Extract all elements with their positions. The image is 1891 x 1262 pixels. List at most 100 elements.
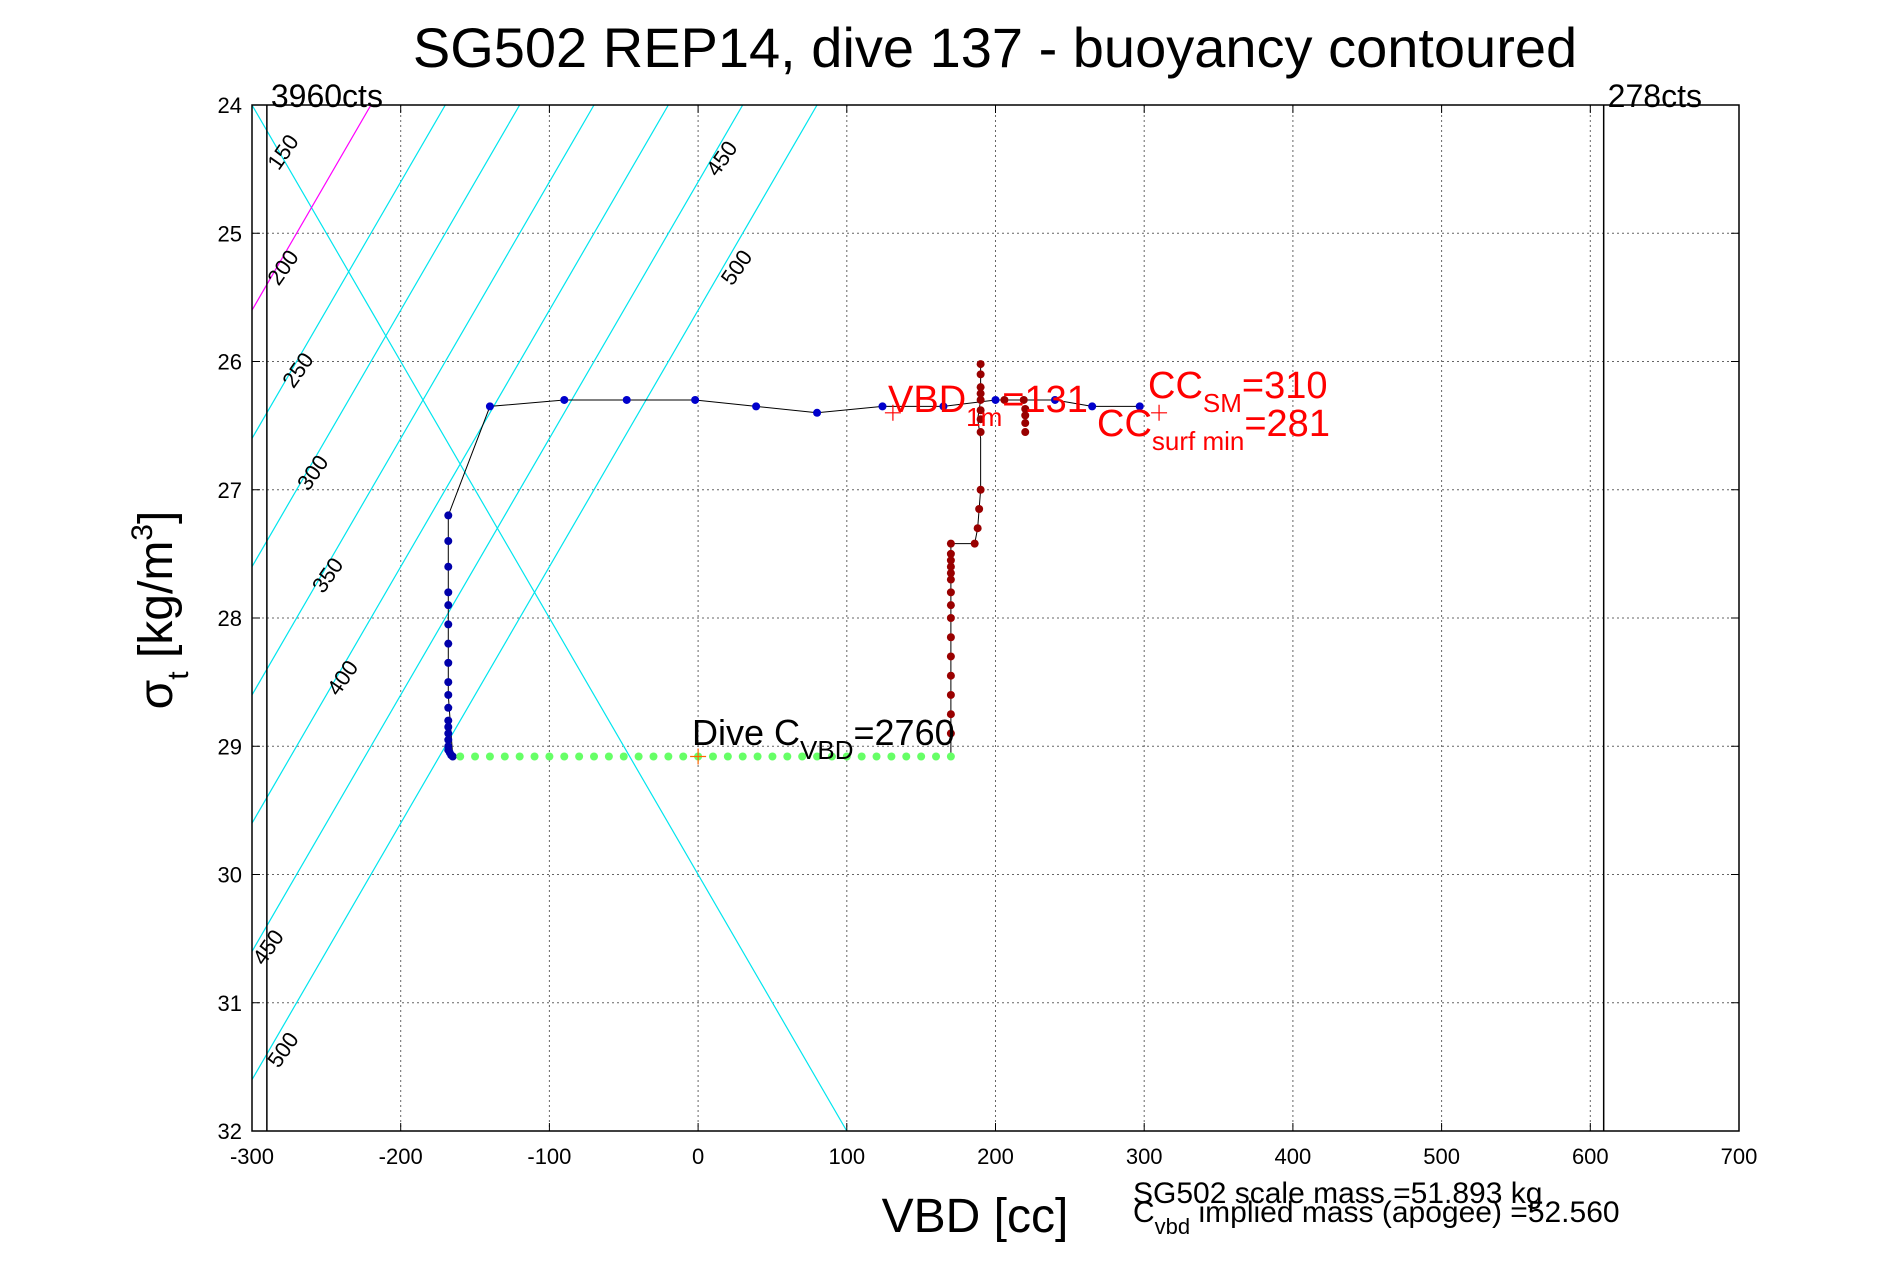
data-point xyxy=(752,402,761,411)
data-point xyxy=(813,752,822,761)
data-point xyxy=(976,485,985,494)
data-point xyxy=(444,678,453,687)
x-tick-label: 700 xyxy=(1721,1144,1758,1169)
data-point xyxy=(946,652,955,661)
contour-line-400 xyxy=(252,105,669,825)
data-point xyxy=(530,752,539,761)
data-point xyxy=(887,752,896,761)
y-tick-label: 25 xyxy=(218,221,242,246)
trace-layer xyxy=(447,364,1140,757)
plus-marker xyxy=(1151,404,1168,421)
data-point xyxy=(976,383,985,392)
data-point xyxy=(976,370,985,379)
x-tick-label: 100 xyxy=(828,1144,865,1169)
data-point xyxy=(515,752,524,761)
y-axis-label: σt [kg/m3] xyxy=(126,511,195,710)
data-point xyxy=(946,614,955,622)
plus-marker xyxy=(690,748,707,765)
data-point xyxy=(444,703,453,712)
data-point xyxy=(946,549,955,558)
contour-label-150: 150 xyxy=(262,130,304,174)
vline-label: 3960cts xyxy=(271,78,383,114)
x-axis-label: VBD [cc] xyxy=(882,1190,1069,1243)
data-point xyxy=(708,752,717,761)
data-point xyxy=(976,395,985,404)
grid-layer xyxy=(251,104,1740,1132)
data-point xyxy=(723,752,732,761)
data-point xyxy=(946,539,955,548)
data-point xyxy=(619,752,628,761)
data-point xyxy=(857,752,866,761)
data-point xyxy=(798,752,807,761)
contour-line-450 xyxy=(252,105,744,953)
data-point xyxy=(738,752,747,761)
data-point xyxy=(444,735,453,744)
y-tick-label: 29 xyxy=(218,734,242,759)
data-point xyxy=(560,752,569,761)
data-point xyxy=(946,569,955,578)
x-tick-label: 0 xyxy=(692,1144,704,1169)
x-tick-label: -200 xyxy=(379,1144,423,1169)
data-point xyxy=(902,752,911,761)
x-tick-label: 600 xyxy=(1572,1144,1609,1169)
dive-c-vbd-annotation: Dive CVBD=2760 xyxy=(692,712,955,765)
data-point xyxy=(991,395,1000,404)
data-point xyxy=(444,537,453,546)
x-tick-label: 400 xyxy=(1275,1144,1312,1169)
contour-line-350 xyxy=(252,105,595,697)
data-point xyxy=(448,752,457,761)
data-point xyxy=(827,752,836,761)
data-point xyxy=(444,511,453,520)
contour-line-150 xyxy=(252,105,848,1131)
data-point xyxy=(768,752,777,761)
data-point xyxy=(664,752,673,761)
vline-label: 278cts xyxy=(1608,78,1702,114)
contour-label-250: 250 xyxy=(277,348,319,392)
y-tick-label: 31 xyxy=(218,991,242,1016)
data-point xyxy=(545,752,554,761)
plus-marker xyxy=(884,404,901,421)
data-point xyxy=(444,562,453,571)
y-tick-label: 26 xyxy=(218,350,242,375)
contour-label-500: 500 xyxy=(262,1028,304,1072)
y-tick-label: 27 xyxy=(218,478,242,503)
data-point xyxy=(975,504,984,513)
data-point xyxy=(444,729,453,738)
data-point xyxy=(1050,395,1059,404)
data-point xyxy=(976,389,985,398)
data-point xyxy=(872,752,881,761)
data-point xyxy=(946,562,955,571)
data-point xyxy=(444,620,453,629)
data-point xyxy=(976,406,985,415)
data-point xyxy=(976,415,985,424)
cc-surf-min-annotation: CCsurf min=281 xyxy=(1097,403,1330,456)
data-point xyxy=(917,752,926,761)
data-point xyxy=(1135,402,1144,411)
contour-label-400: 400 xyxy=(322,656,364,700)
contour-label-500: 500 xyxy=(716,245,758,289)
cc-sm-annotation: CCSM=310 xyxy=(1148,365,1327,418)
data-point xyxy=(946,729,955,738)
contour-label-450: 450 xyxy=(247,925,289,969)
data-point xyxy=(946,633,955,642)
data-point xyxy=(471,752,480,761)
data-point xyxy=(444,658,453,667)
data-point xyxy=(604,752,613,761)
data-point xyxy=(842,752,851,761)
contour-label-layer: 150 200 250 300 350 400 450 500 450 500 xyxy=(247,130,757,1072)
data-point xyxy=(649,752,658,761)
scale-mass-note: SG502 scale mass =51.893 kg xyxy=(1133,1177,1542,1210)
data-point xyxy=(691,395,700,404)
data-point xyxy=(813,408,822,417)
data-point xyxy=(444,588,453,597)
data-point xyxy=(634,752,643,761)
x-tick-label: 200 xyxy=(977,1144,1014,1169)
x-tick-label: -300 xyxy=(230,1144,274,1169)
data-point xyxy=(1021,411,1030,420)
data-point xyxy=(575,752,584,761)
point-layer xyxy=(444,360,1144,761)
contour-label-300: 300 xyxy=(292,450,334,494)
x-tick-label: 500 xyxy=(1423,1144,1460,1169)
data-point xyxy=(1000,395,1009,404)
